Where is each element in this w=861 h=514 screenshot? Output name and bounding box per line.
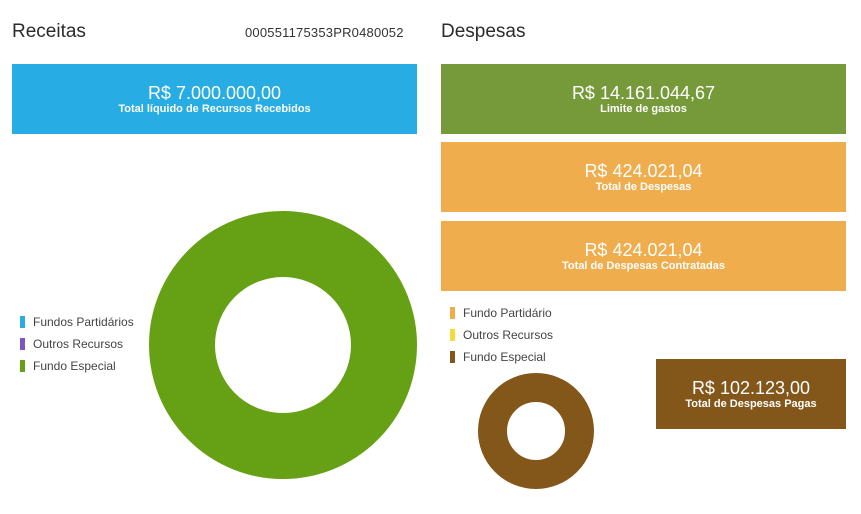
legend-swatch	[20, 360, 25, 372]
limite-value: R$ 14.161.044,67	[571, 82, 716, 103]
contratadas-value: R$ 424.021,04	[584, 239, 703, 260]
receitas-title: Receitas	[12, 21, 86, 42]
legend-label: Fundo Partidário	[463, 306, 552, 320]
pagas-value: R$ 102.123,00	[691, 377, 811, 398]
despesas-box-limite: R$ 14.161.044,67 Limite de gastos	[441, 64, 846, 134]
despesas-pagas-box: R$ 102.123,00 Total de Despesas Pagas	[656, 359, 846, 429]
legend-label: Fundo Especial	[33, 359, 116, 373]
receitas-legend: Fundos Partidários Outros Recursos Fundo…	[20, 311, 134, 377]
legend-item[interactable]: Fundos Partidários	[20, 311, 134, 333]
legend-swatch	[450, 351, 455, 363]
legend-swatch	[20, 338, 25, 350]
legend-label: Outros Recursos	[33, 337, 124, 351]
despesas-donut-chart	[478, 373, 594, 489]
despesas-box-total: R$ 424.021,04 Total de Despesas	[441, 142, 846, 212]
contratadas-label: Total de Despesas Contratadas	[561, 259, 725, 272]
legend-item[interactable]: Fundo Partidário	[450, 302, 553, 324]
pagas-label: Total de Despesas Pagas	[685, 397, 817, 410]
donut-slice-fundo-especial[interactable]	[478, 373, 594, 489]
receitas-donut-chart	[149, 211, 417, 479]
legend-swatch	[450, 329, 455, 341]
legend-item[interactable]: Outros Recursos	[20, 333, 134, 355]
receitas-total-label: Total líquido de Recursos Recebidos	[118, 102, 311, 115]
legend-label: Fundo Especial	[463, 350, 546, 364]
legend-swatch	[450, 307, 455, 319]
total-despesas-label: Total de Despesas	[595, 180, 692, 193]
legend-swatch	[20, 316, 25, 328]
legend-label: Outros Recursos	[463, 328, 554, 342]
legend-label: Fundos Partidários	[33, 315, 134, 329]
despesas-box-contratadas: R$ 424.021,04 Total de Despesas Contrata…	[441, 221, 846, 291]
despesas-title: Despesas	[441, 21, 526, 42]
donut-slice-fundo-especial[interactable]	[149, 211, 417, 479]
legend-item[interactable]: Fundo Especial	[450, 346, 553, 368]
process-code: 000551175353PR0480052	[245, 25, 404, 40]
legend-item[interactable]: Outros Recursos	[450, 324, 553, 346]
limite-label: Limite de gastos	[600, 102, 687, 115]
receitas-total-value: R$ 7.000.000,00	[147, 82, 282, 103]
receitas-total-box: R$ 7.000.000,00 Total líquido de Recurso…	[12, 64, 417, 134]
legend-item[interactable]: Fundo Especial	[20, 355, 134, 377]
despesas-legend: Fundo Partidário Outros Recursos Fundo E…	[450, 302, 553, 368]
total-despesas-value: R$ 424.021,04	[584, 160, 703, 181]
